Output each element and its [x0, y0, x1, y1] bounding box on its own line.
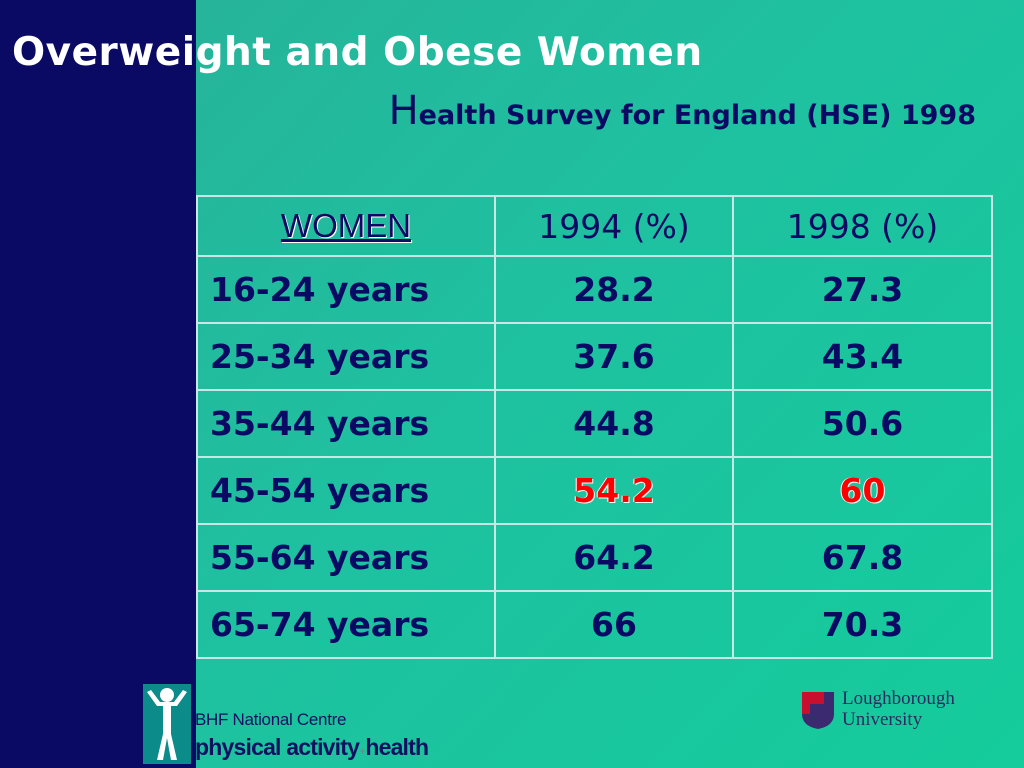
highlighted-value-1998-cell: 60	[732, 456, 993, 525]
value-1998-cell: 70.3	[732, 590, 993, 659]
header-1994: 1994 (%)	[494, 195, 734, 257]
value-1994-cell: 37.6	[494, 322, 734, 391]
left-navy-band	[0, 0, 196, 768]
age-group-cell: 35-44 years	[196, 389, 496, 458]
age-group-cell: 45-54 years	[196, 456, 496, 525]
value-1994-cell: 66	[494, 590, 734, 659]
value-1994-cell: 28.2	[494, 255, 734, 324]
person-figure-icon	[143, 684, 191, 764]
age-group-cell: 55-64 years	[196, 523, 496, 592]
bhf-tagline: physical activity+health	[195, 734, 429, 761]
loughborough-logo: Loughborough University	[800, 688, 1000, 733]
value-1998-cell: 50.6	[732, 389, 993, 458]
value-1994-cell: 64.2	[494, 523, 734, 592]
slide-title: Overweight and Obese Women	[12, 30, 703, 75]
value-1998-cell: 43.4	[732, 322, 993, 391]
value-1998-cell: 27.3	[732, 255, 993, 324]
value-1998-cell: 67.8	[732, 523, 993, 592]
bhf-logo: BHF National Centre physical activity+he…	[143, 684, 463, 764]
bhf-tagline-part1: physical activity	[195, 734, 360, 760]
subtitle-initial: H	[388, 88, 419, 134]
header-women: WOMEN	[196, 195, 496, 257]
highlighted-value-1994-cell: 54.2	[494, 456, 734, 525]
header-1998: 1998 (%)	[732, 195, 993, 257]
bhf-tagline-plus: +	[359, 744, 366, 758]
loughborough-name: Loughborough University	[842, 688, 955, 730]
loughborough-shield-icon	[802, 692, 834, 729]
table-header-row: WOMEN 1994 (%) 1998 (%)	[196, 195, 993, 257]
table-row: 16-24 years 28.2 27.3	[196, 255, 993, 324]
bhf-tagline-part2: health	[365, 734, 429, 760]
value-1994-cell: 44.8	[494, 389, 734, 458]
table-row: 35-44 years 44.8 50.6	[196, 389, 993, 458]
age-group-cell: 16-24 years	[196, 255, 496, 324]
age-group-cell: 65-74 years	[196, 590, 496, 659]
subtitle-text: ealth Survey for England (HSE) 1998	[418, 100, 976, 131]
slide-subtitle: Health Survey for England (HSE) 1998	[389, 88, 976, 134]
table-row: 25-34 years 37.6 43.4	[196, 322, 993, 391]
obesity-table: WOMEN 1994 (%) 1998 (%) 16-24 years 28.2…	[196, 195, 993, 659]
table-row: 55-64 years 64.2 67.8	[196, 523, 993, 592]
table-row: 65-74 years 66 70.3	[196, 590, 993, 659]
age-group-cell: 25-34 years	[196, 322, 496, 391]
lboro-line1: Loughborough	[842, 688, 955, 709]
lboro-line2: University	[842, 709, 923, 730]
table-row-highlighted: 45-54 years 54.2 60	[196, 456, 993, 525]
bhf-name: BHF National Centre	[195, 710, 347, 729]
